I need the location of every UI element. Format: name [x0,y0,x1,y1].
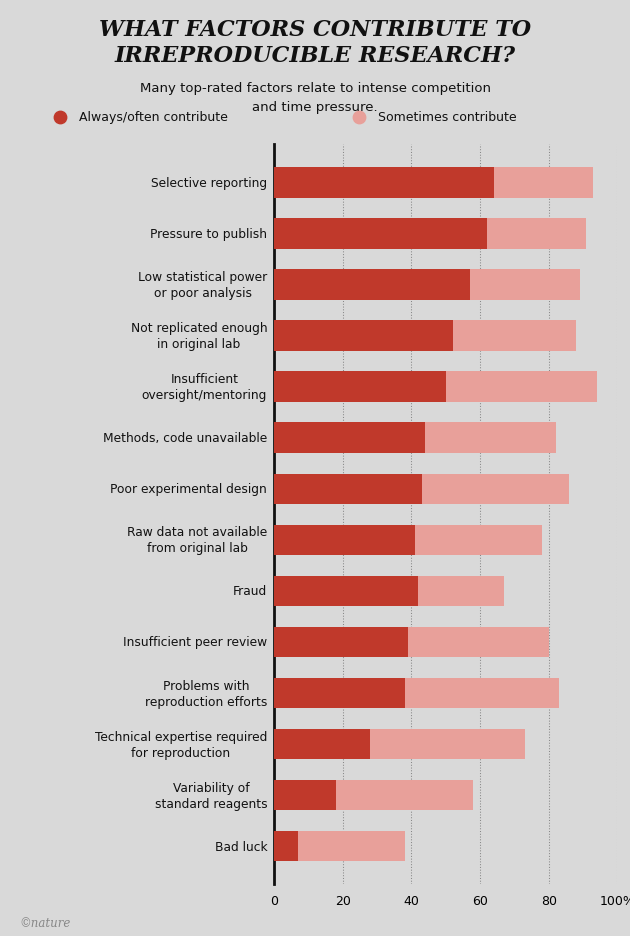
Bar [274,270,580,300]
Bar [274,474,421,505]
Bar [274,219,587,250]
Bar [274,576,504,607]
Bar [274,270,470,300]
Text: Many top-rated factors relate to intense competition
and time pressure.: Many top-rated factors relate to intense… [139,82,491,114]
Bar [274,423,556,454]
Text: Not replicated enough
in original lab: Not replicated enough in original lab [130,322,267,351]
Text: Bad luck: Bad luck [215,840,267,853]
Text: Low statistical power
or poor analysis: Low statistical power or poor analysis [138,271,267,300]
Text: Variability of
standard reagents: Variability of standard reagents [154,781,267,810]
Bar [274,474,570,505]
Bar [274,168,494,198]
Bar [274,831,404,861]
Bar [274,525,542,556]
Bar [274,831,298,861]
Bar [274,423,425,454]
Text: Always/often contribute: Always/often contribute [79,111,227,124]
Text: IRREPRODUCIBLE RESEARCH?: IRREPRODUCIBLE RESEARCH? [115,45,515,66]
Text: Pressure to publish: Pressure to publish [150,227,267,241]
Text: Methods, code unavailable: Methods, code unavailable [103,431,267,445]
Bar [274,627,549,658]
Text: Fraud: Fraud [233,585,267,598]
Text: Sometimes contribute: Sometimes contribute [378,111,517,124]
Bar [274,168,593,198]
Bar [274,780,336,811]
Bar [274,372,446,402]
Text: ©nature: ©nature [19,916,71,929]
Text: WHAT FACTORS CONTRIBUTE TO: WHAT FACTORS CONTRIBUTE TO [99,19,531,40]
Bar [274,321,576,352]
Text: Technical expertise required
for reproduction: Technical expertise required for reprodu… [94,730,267,759]
Text: Selective reporting: Selective reporting [151,177,267,190]
Bar [274,627,408,658]
Bar [274,219,487,250]
Bar [274,729,525,760]
Bar [274,678,559,709]
Bar [274,321,452,352]
Text: Problems with
reproduction efforts: Problems with reproduction efforts [145,679,267,708]
Bar [274,780,473,811]
Bar [274,576,418,607]
Text: Insufficient peer review: Insufficient peer review [123,636,267,649]
Text: Raw data not available
from original lab: Raw data not available from original lab [127,526,267,555]
Bar [274,525,415,556]
Bar [274,729,370,760]
Bar [274,678,404,709]
Bar [274,372,597,402]
Text: Poor experimental design: Poor experimental design [110,483,267,496]
Text: Insufficient
oversight/mentoring: Insufficient oversight/mentoring [142,373,267,402]
